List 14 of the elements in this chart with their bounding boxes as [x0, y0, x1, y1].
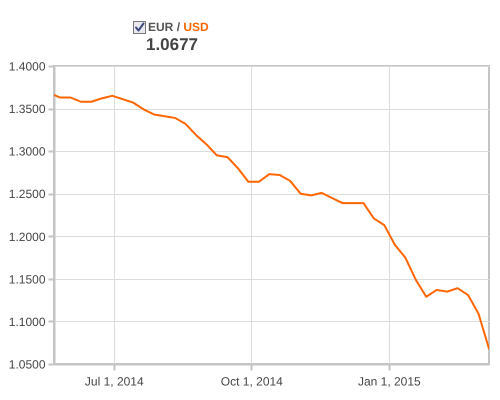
y-tick-label: 1.4000 — [8, 60, 46, 74]
chart-title: EUR / USD — [148, 20, 209, 34]
y-tick-label: 1.3500 — [8, 102, 46, 116]
chart-subtitle: 1.0677 — [146, 35, 198, 55]
y-tick-label: 1.3000 — [8, 144, 46, 159]
y-tick-label: 1.0500 — [8, 358, 46, 372]
line-series — [54, 94, 489, 350]
x-tick-label: Oct 1, 2014 — [220, 374, 284, 388]
x-tick-label: Jan 1, 2015 — [358, 374, 422, 388]
y-tick-label: 1.2000 — [8, 230, 46, 244]
x-tick-label: Jul 1, 2014 — [84, 374, 144, 388]
y-tick-label: 1.1500 — [8, 272, 46, 286]
y-tick-label: 1.2500 — [8, 187, 46, 202]
y-tick-label: 1.1000 — [8, 314, 46, 329]
